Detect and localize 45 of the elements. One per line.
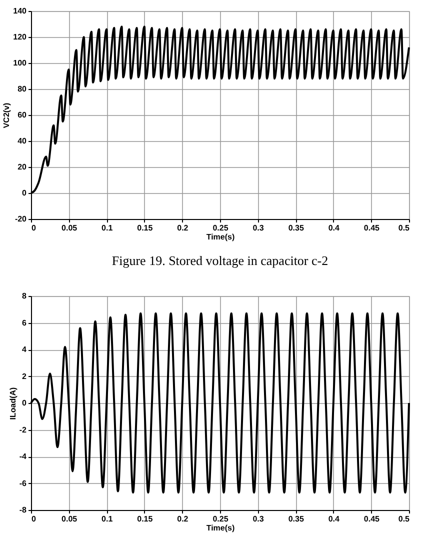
x-tick-label: 0.35 [288, 514, 304, 524]
x-tick-label: 0.15 [137, 514, 154, 524]
y-tick-label: -4 [19, 452, 28, 461]
x-tick-label: 0.4 [328, 224, 340, 232]
x-tick-label: 0.3 [252, 514, 264, 524]
x-tick-label: 0.4 [328, 514, 340, 524]
x-tick-label: 0.25 [212, 514, 229, 524]
y-tick-label: 8 [22, 292, 28, 300]
x-tick-label: 0.15 [137, 224, 154, 232]
y-tick-label: 20 [18, 162, 28, 172]
x-tick-label: 0.35 [288, 224, 304, 232]
x-tick-label: 0.45 [364, 514, 380, 524]
y-tick-label: -20 [14, 214, 28, 224]
y-axis-title: VC2(v) [2, 102, 12, 128]
x-axis-title: Time(s) [206, 232, 235, 242]
y-tick-label: 6 [22, 318, 28, 328]
x-axis-title: Time(s) [206, 524, 235, 532]
x-tick-label: 0.3 [252, 224, 264, 232]
y-tick-label: 4 [22, 345, 28, 354]
x-tick-label: 0.05 [62, 514, 78, 524]
y-axis-title: ILoad(A) [8, 386, 18, 420]
y-tick-label: 2 [22, 372, 28, 381]
x-tick-label: 0.5 [398, 224, 410, 232]
x-tick-label: 0 [32, 224, 36, 232]
x-tick-label: 0.5 [398, 514, 410, 524]
y-tick-label: 0 [22, 188, 28, 198]
y-tick-label: 40 [18, 136, 28, 146]
x-tick-label: 0.45 [364, 224, 380, 232]
y-tick-label: 120 [13, 32, 28, 42]
y-tick-label: -6 [19, 478, 28, 488]
y-tick-label: -8 [19, 506, 28, 514]
y-tick-label: 60 [18, 110, 28, 120]
x-tick-label: 0 [32, 514, 36, 524]
x-tick-label: 0.25 [212, 224, 229, 232]
y-tick-label: 0 [22, 398, 28, 408]
x-tick-label: 0.2 [177, 514, 189, 524]
y-tick-label: 80 [18, 84, 28, 94]
caption: Figure 19. Stored voltage in capacitor c-2 [112, 253, 328, 268]
y-tick-label: 140 [13, 6, 28, 16]
x-tick-label: 0.1 [102, 224, 114, 232]
y-tick-label: -2 [19, 425, 28, 434]
x-tick-label: 0.2 [177, 224, 189, 232]
y-tick-label: 100 [13, 58, 28, 68]
x-tick-label: 0.05 [62, 224, 78, 232]
x-tick-label: 0.1 [102, 514, 114, 524]
